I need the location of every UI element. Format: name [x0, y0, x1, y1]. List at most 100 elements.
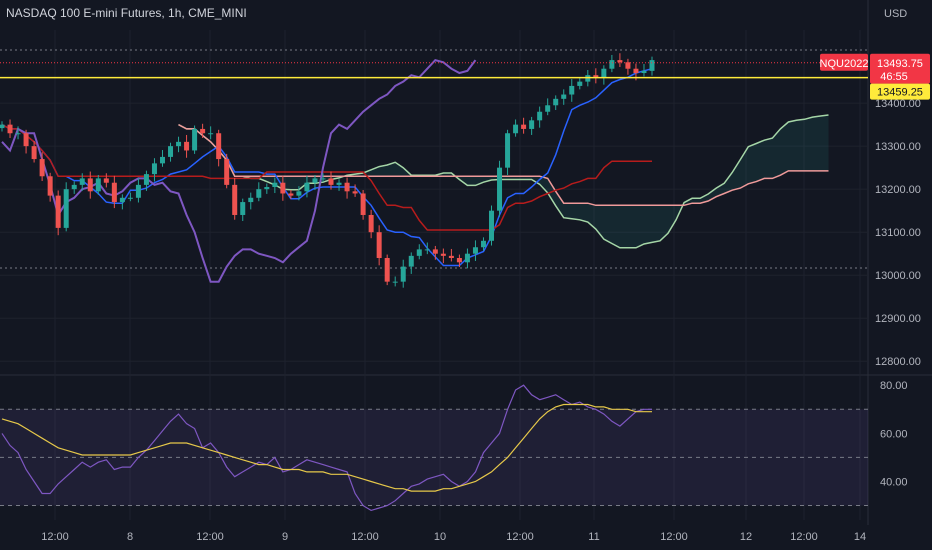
last-price-value: 13493.75 — [877, 58, 923, 70]
candle-body — [649, 60, 655, 71]
candle-body — [184, 141, 190, 151]
candle-body — [376, 232, 382, 258]
candle-body — [296, 191, 302, 196]
time-tick-label: 12:00 — [41, 531, 69, 543]
candle-body — [248, 197, 254, 203]
time-tick-label: 12:00 — [790, 531, 818, 543]
price-tick-label: 13100.00 — [875, 227, 921, 239]
candle-body — [384, 258, 390, 282]
candle-body — [448, 255, 454, 258]
candle-body — [352, 191, 358, 194]
candle-body — [489, 210, 495, 241]
chart-title: NASDAQ 100 E-mini Futures, 1h, CME_MINI — [6, 6, 247, 20]
candle-body — [601, 68, 607, 78]
candle-body — [159, 156, 165, 164]
candle-body — [23, 133, 29, 147]
rsi-tick-label: 40.00 — [880, 476, 908, 488]
leading-span-a — [178, 114, 829, 249]
price-tick-label: 13200.00 — [875, 184, 921, 196]
time-tick-label: 12:00 — [506, 531, 534, 543]
candle-body — [633, 68, 639, 74]
level-tag-box — [870, 83, 930, 100]
candle-body — [408, 255, 414, 267]
symbol-tag: NQU2022 — [820, 58, 869, 70]
candle-body — [280, 182, 286, 194]
candle-body — [208, 133, 214, 135]
candle-body — [143, 174, 149, 185]
last-price-tag-box — [870, 53, 930, 84]
candle-body — [232, 184, 238, 215]
price-tick-label: 12800.00 — [875, 356, 921, 368]
candle-body — [440, 253, 446, 256]
candle-body — [617, 60, 623, 63]
candle-body — [216, 133, 222, 160]
leading-span-b — [178, 123, 829, 207]
candle-body — [240, 202, 246, 215]
candle-body — [272, 182, 278, 188]
candle-body — [304, 182, 310, 192]
rsi-tick-label: 60.00 — [880, 428, 908, 440]
rsi-ma-line — [1, 403, 652, 492]
rsi-tick-label: 80.00 — [880, 380, 908, 392]
candle-body — [320, 178, 326, 180]
candle-body — [368, 214, 374, 233]
currency-label: USD — [884, 8, 908, 20]
candle-body — [497, 167, 503, 211]
candle-body — [472, 247, 478, 254]
candle-body — [537, 111, 543, 121]
time-tick-label: 9 — [282, 531, 288, 543]
price-tick-label: 13000.00 — [875, 270, 921, 282]
candle-body — [127, 197, 133, 199]
candle-body — [39, 159, 45, 177]
candles — [0, 53, 655, 288]
candle-body — [71, 184, 77, 190]
candle-body — [480, 240, 486, 248]
candle-body — [87, 178, 93, 192]
candle-body — [432, 249, 438, 254]
time-tick-label: 12:00 — [660, 531, 688, 543]
candle-body — [336, 182, 342, 185]
candle-body — [561, 94, 567, 99]
candle-body — [192, 128, 198, 151]
time-tick-label: 10 — [434, 531, 446, 543]
price-tick-label: 13300.00 — [875, 141, 921, 153]
candle-body — [224, 159, 230, 185]
candle-body — [135, 184, 141, 198]
time-tick-label: 12 — [740, 531, 752, 543]
candle-body — [505, 133, 511, 168]
candle-body — [569, 85, 575, 95]
price-tick-label: 12900.00 — [875, 313, 921, 325]
rsi-pane — [0, 384, 868, 512]
tenkan-sen-line — [1, 67, 653, 267]
lagging-span-line — [1, 58, 477, 283]
time-tick-label: 11 — [588, 531, 599, 543]
ichimoku-cloud — [178, 114, 829, 249]
ichimoku-lines — [1, 58, 653, 283]
cloud-fill — [178, 115, 829, 248]
rsi-line — [1, 384, 652, 512]
candle-body — [529, 120, 535, 129]
candle-body — [55, 195, 61, 228]
candle-body — [7, 124, 13, 134]
candle-body — [176, 141, 182, 147]
candle-countdown: 46:55 — [880, 71, 908, 83]
candle-body — [312, 178, 318, 183]
candle-body — [464, 253, 470, 263]
candle-body — [416, 249, 422, 256]
candle-body — [256, 189, 262, 198]
candle-body — [344, 182, 350, 192]
candle-body — [328, 178, 334, 185]
candle-body — [111, 182, 117, 203]
candle-body — [119, 197, 125, 203]
symbol-tag-box — [820, 53, 868, 71]
kijun-sen-line — [1, 123, 652, 231]
candle-body — [577, 81, 583, 86]
candle-body — [31, 146, 37, 160]
candle-body — [151, 163, 157, 175]
candle-body — [593, 75, 599, 78]
axes: 12800.00 12900.00 13000.00 13100.00 13200.00… — [41, 98, 921, 543]
price-tick-label: 13400.00 — [875, 98, 921, 110]
candle-body — [456, 258, 462, 263]
